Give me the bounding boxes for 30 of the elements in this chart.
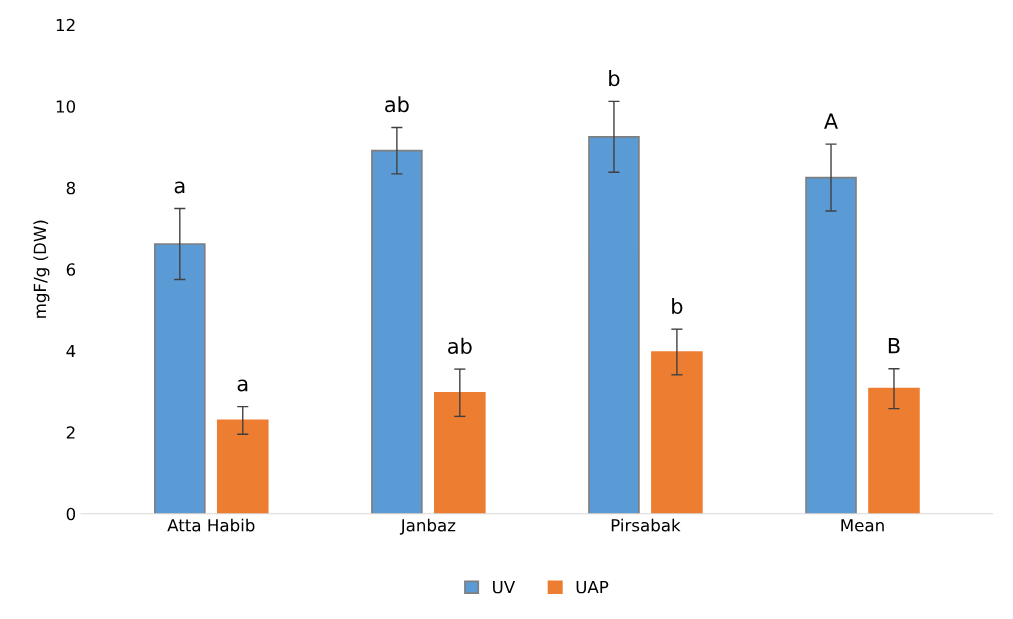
y-axis-title: mgF/g (DW) (33, 220, 50, 318)
x-tick-label: Atta Habib (167, 518, 255, 532)
bar (154, 243, 206, 514)
y-tick-label: 4 (66, 344, 76, 358)
legend-label: UV (493, 580, 516, 594)
bar (868, 387, 920, 514)
x-tick-label: Mean (841, 519, 884, 532)
x-tick-label: Janbaz (399, 518, 456, 535)
annotation: ab (448, 337, 472, 354)
legend-label: UAP (576, 580, 609, 594)
bar (371, 149, 423, 514)
bar (588, 135, 640, 514)
bar (434, 391, 486, 514)
bar (216, 419, 269, 514)
y-tick-label: 10 (56, 100, 76, 113)
bar (651, 351, 703, 514)
y-tick-label: 12 (56, 18, 75, 32)
annotation: b (672, 297, 683, 315)
annotation: ab (385, 96, 409, 113)
annotation: A (824, 113, 838, 129)
y-tick-label: 8 (66, 181, 76, 195)
annotation: b (609, 70, 620, 87)
annotation: B (888, 338, 900, 354)
y-tick-label: 2 (66, 426, 75, 439)
y-tick-label: 6 (66, 263, 76, 276)
annotation: a (237, 379, 248, 392)
bar (805, 176, 857, 514)
annotation: a (174, 181, 185, 194)
x-tick-label: Pirsabak (611, 518, 681, 532)
y-tick-label: 0 (66, 507, 76, 521)
